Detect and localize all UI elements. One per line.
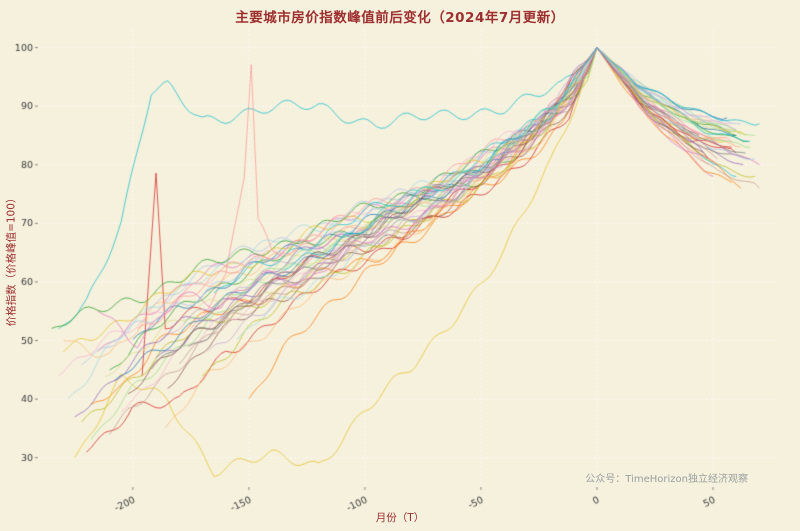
y-axis-label: 价格指数（价格峰值=100） [5,192,18,327]
watermark-text: 公众号：TimeHorizon独立经济观察 [585,474,748,485]
x-axis-label: 月份（T） [375,512,425,524]
chart-title: 主要城市房价指数峰值前后变化（2024年7月更新） [235,10,565,26]
